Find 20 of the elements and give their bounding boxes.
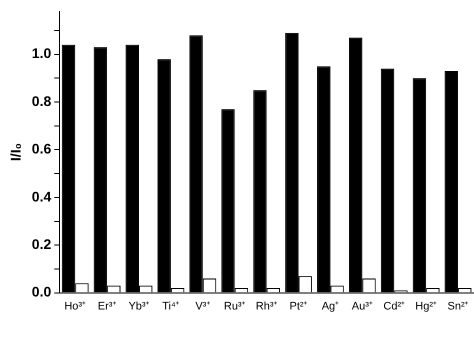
y-tick-label: 1.0	[32, 45, 52, 62]
y-tick-label: 0.8	[32, 92, 52, 109]
y-axis-title: I/I₀	[7, 143, 24, 162]
x-tick-label: Yb³⁺	[128, 300, 150, 312]
x-tick-label: Cd²⁺	[383, 300, 406, 312]
y-tick-label: 0.4	[32, 188, 52, 204]
x-tick-label: V³⁺	[195, 300, 210, 312]
x-tick-label: Au³⁺	[352, 300, 373, 312]
x-tick-label: Rh³⁺	[256, 300, 278, 312]
x-tick-label: Pt²⁺	[290, 300, 308, 312]
x-tick-label: Hg²⁺	[415, 300, 438, 312]
x-tick-label: Ho³⁺	[64, 300, 86, 312]
x-tick-label: Sn²⁺	[447, 300, 469, 312]
x-tick-label: Er³⁺	[98, 300, 116, 312]
y-tick-label: 0.6	[32, 140, 52, 157]
y-tick-label: 0.2	[32, 236, 52, 252]
y-tick-label: 0.0	[32, 284, 52, 300]
x-tick-label: Ti⁴⁺	[162, 300, 180, 312]
x-tick-label: Ag⁺	[322, 300, 340, 312]
x-tick-label: Ru³⁺	[224, 300, 246, 312]
